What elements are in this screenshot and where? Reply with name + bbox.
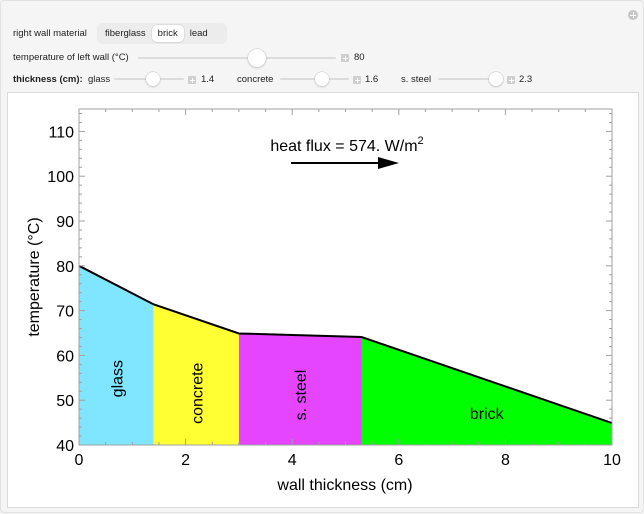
steel-thickness-label: s. steel [401,74,432,85]
right-wall-material-selector: fiberglass brick lead [97,23,227,44]
left-wall-temp-label: temperature of left wall (°C) [13,52,129,63]
slider-track[interactable] [138,57,336,59]
wall-layers [79,265,612,445]
layer-brick [361,337,612,445]
material-option-fiberglass[interactable]: fiberglass [105,28,146,39]
expand-plus-icon[interactable] [353,76,361,84]
expand-plus-icon[interactable] [188,76,196,84]
slider-thumb[interactable] [488,72,503,86]
layer-label: brick [470,406,505,423]
glass-thickness-slider[interactable] [114,72,184,86]
concrete-thickness-slider[interactable] [280,72,349,86]
material-option-lead[interactable]: lead [189,28,208,39]
x-tick-label: 4 [288,452,297,469]
concrete-thickness-label: concrete [237,74,274,85]
concrete-thickness-value: 1.6 [365,74,379,85]
layer-ssteel [238,333,362,445]
heat-flux-text: heat flux = 574. W/m [270,138,417,155]
x-tick-label: 8 [501,452,510,469]
steel-thickness-slider[interactable] [438,72,503,86]
x-tick-label: 2 [181,452,190,469]
layer-glass [79,265,154,445]
y-tick-label: 70 [56,304,74,321]
right-wall-material-label: right wall material [13,28,87,39]
slider-track[interactable] [280,78,349,80]
y-tick-label: 90 [56,214,74,231]
heat-flux-superscript: 2 [418,135,424,147]
layer-concrete [153,304,239,445]
layer-label: s. steel [293,370,310,421]
x-tick-label: 0 [75,452,84,469]
heat-flux-annotation: heat flux = 574. W/m2 [270,135,423,155]
axis-tick-labels: 0 2 4 6 8 10 40 50 60 70 80 90 100 110 [47,124,621,469]
axis-ticks [78,109,613,446]
y-tick-label: 100 [47,169,74,186]
slider-thumb[interactable] [315,72,330,86]
layer-labels: glass concrete s. steel brick [109,360,504,424]
thickness-label: thickness (cm): [13,74,83,85]
slider-thumb[interactable] [146,72,161,86]
x-tick-label: 6 [394,452,403,469]
temperature-profile-line [78,264,613,424]
y-tick-label: 50 [56,393,74,410]
left-wall-temp-value: 80 [354,52,365,63]
arrow-head-icon [378,157,399,169]
y-tick-label: 40 [56,438,74,455]
y-tick-label: 80 [56,259,74,276]
options-plus-icon[interactable] [628,10,638,20]
material-option-brick[interactable]: brick [151,25,184,42]
glass-thickness-value: 1.4 [201,74,215,85]
slider-track[interactable] [438,78,503,80]
expand-plus-icon[interactable] [507,76,515,84]
glass-thickness-label: glass [88,74,111,85]
expand-plus-icon[interactable] [341,54,349,62]
x-axis-label: wall thickness (cm) [276,477,412,494]
x-tick-label: 10 [603,452,621,469]
y-tick-label: 60 [56,348,74,365]
y-tick-label: 110 [48,124,74,141]
layer-label: concrete [189,362,206,423]
slider-thumb[interactable] [247,49,266,67]
y-axis-label: temperature (°C) [26,217,43,336]
left-wall-temp-slider[interactable] [138,49,336,67]
steel-thickness-value: 2.3 [519,74,533,85]
layer-label: glass [109,360,126,397]
